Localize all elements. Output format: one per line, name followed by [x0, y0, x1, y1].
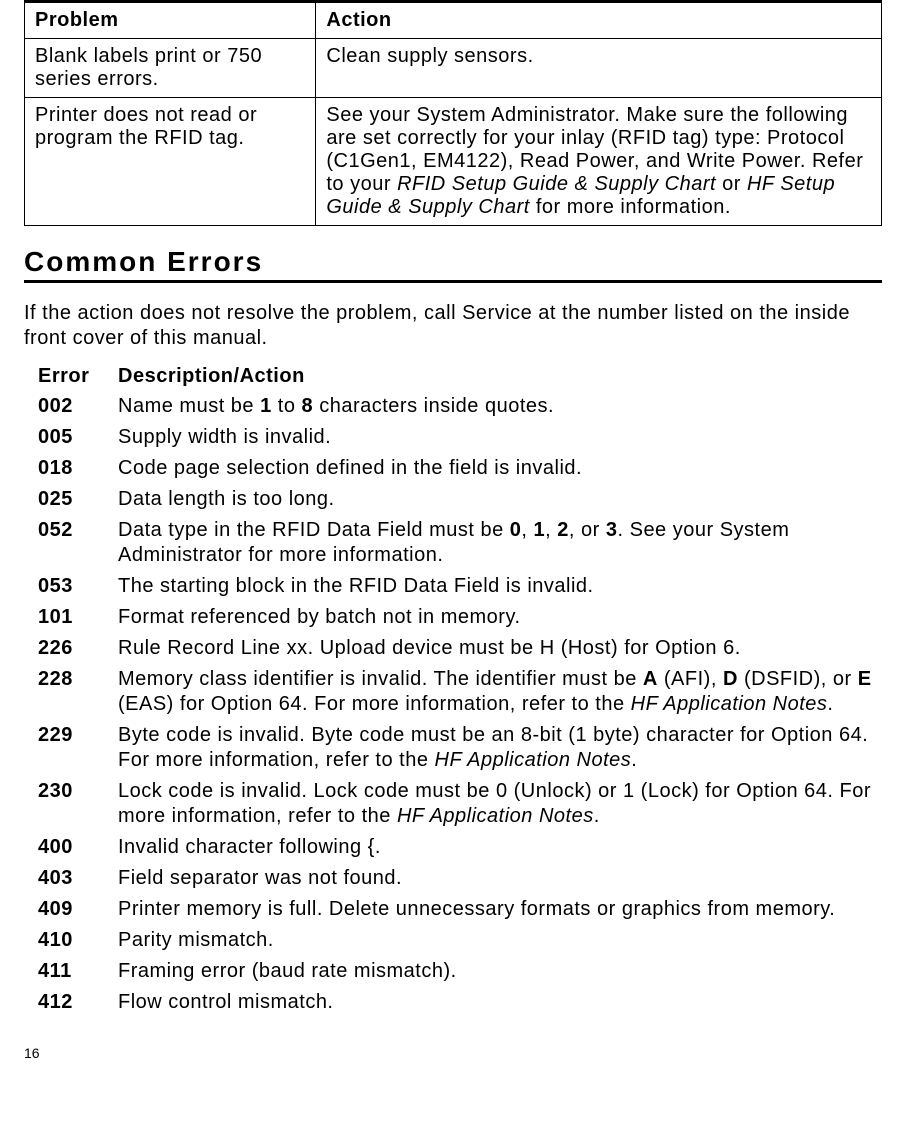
th-action: Action	[316, 2, 882, 39]
error-code: 052	[38, 518, 98, 568]
error-row: 025 Data length is too long.	[38, 487, 882, 512]
error-code: 409	[38, 897, 98, 922]
text-bold: 1	[534, 519, 546, 541]
error-desc: Data length is too long.	[118, 487, 882, 512]
text: characters inside quotes.	[313, 395, 554, 417]
error-desc: The starting block in the RFID Data Fiel…	[118, 574, 882, 599]
error-row: 101 Format referenced by batch not in me…	[38, 605, 882, 630]
error-desc: Format referenced by batch not in memory…	[118, 605, 882, 630]
error-code: 025	[38, 487, 98, 512]
text: ,	[521, 519, 533, 541]
error-row: 228 Memory class identifier is invalid. …	[38, 667, 882, 717]
error-desc: Framing error (baud rate mismatch).	[118, 959, 882, 984]
error-row: 005 Supply width is invalid.	[38, 425, 882, 450]
error-desc: Field separator was not found.	[118, 866, 882, 891]
error-code: 400	[38, 835, 98, 860]
error-row: 411 Framing error (baud rate mismatch).	[38, 959, 882, 984]
error-code: 228	[38, 667, 98, 717]
table-row: Blank labels print or 750 series errors.…	[25, 39, 882, 98]
error-list-header: Error Description/Action	[38, 365, 882, 388]
text: .	[594, 805, 600, 827]
cell-problem: Blank labels print or 750 series errors.	[25, 39, 316, 98]
error-row: 409 Printer memory is full. Delete unnec…	[38, 897, 882, 922]
text: to	[272, 395, 302, 417]
text: .	[631, 749, 637, 771]
error-desc: Code page selection defined in the field…	[118, 456, 882, 481]
cell-action: Clean supply sensors.	[316, 39, 882, 98]
text-bold: E	[858, 668, 872, 690]
error-row: 410 Parity mismatch.	[38, 928, 882, 953]
text: .	[827, 693, 833, 715]
text-italic: HF Application Notes	[435, 749, 632, 771]
error-row: 403 Field separator was not found.	[38, 866, 882, 891]
error-code: 018	[38, 456, 98, 481]
error-desc: Rule Record Line xx. Upload device must …	[118, 636, 882, 661]
table-row: Printer does not read or program the RFI…	[25, 98, 882, 226]
error-code: 411	[38, 959, 98, 984]
error-desc: Memory class identifier is invalid. The …	[118, 667, 882, 717]
text: (EAS) for Option 64. For more informatio…	[118, 693, 631, 715]
error-desc: Printer memory is full. Delete unnecessa…	[118, 897, 882, 922]
text-bold: 2	[557, 519, 569, 541]
error-code: 226	[38, 636, 98, 661]
text: or	[716, 173, 747, 195]
section-heading: Common Errors	[24, 246, 882, 283]
cell-problem: Printer does not read or program the RFI…	[25, 98, 316, 226]
error-code: 002	[38, 394, 98, 419]
text: for more information.	[530, 196, 731, 218]
error-row: 230 Lock code is invalid. Lock code must…	[38, 779, 882, 829]
text-bold: A	[643, 668, 658, 690]
error-code: 230	[38, 779, 98, 829]
error-list: Error Description/Action 002 Name must b…	[24, 365, 882, 1015]
error-desc: Parity mismatch.	[118, 928, 882, 953]
error-code: 005	[38, 425, 98, 450]
th-problem: Problem	[25, 2, 316, 39]
error-row: 400 Invalid character following {.	[38, 835, 882, 860]
text-bold: 3	[606, 519, 618, 541]
error-desc: Name must be 1 to 8 characters inside qu…	[118, 394, 882, 419]
error-desc: Supply width is invalid.	[118, 425, 882, 450]
error-code: 410	[38, 928, 98, 953]
header-error: Error	[38, 365, 98, 388]
error-code: 412	[38, 990, 98, 1015]
text: (DSFID), or	[738, 668, 858, 690]
error-desc: Lock code is invalid. Lock code must be …	[118, 779, 882, 829]
text-italic: RFID Setup Guide & Supply Chart	[397, 173, 716, 195]
page-number: 16	[24, 1045, 882, 1061]
error-row: 052 Data type in the RFID Data Field mus…	[38, 518, 882, 568]
error-desc: Byte code is invalid. Byte code must be …	[118, 723, 882, 773]
text: Name must be	[118, 395, 260, 417]
error-row: 018 Code page selection defined in the f…	[38, 456, 882, 481]
text-bold: 8	[302, 395, 314, 417]
intro-text: If the action does not resolve the probl…	[24, 301, 882, 351]
error-code: 053	[38, 574, 98, 599]
text: Data type in the RFID Data Field must be	[118, 519, 510, 541]
troubleshoot-table: Problem Action Blank labels print or 750…	[24, 0, 882, 226]
error-row: 053 The starting block in the RFID Data …	[38, 574, 882, 599]
text: Memory class identifier is invalid. The …	[118, 668, 643, 690]
error-desc: Flow control mismatch.	[118, 990, 882, 1015]
text-bold: 1	[260, 395, 272, 417]
error-code: 101	[38, 605, 98, 630]
header-desc: Description/Action	[118, 365, 882, 388]
text-bold: 0	[510, 519, 522, 541]
error-row: 229 Byte code is invalid. Byte code must…	[38, 723, 882, 773]
text-italic: HF Application Notes	[397, 805, 594, 827]
text-italic: HF Application Notes	[631, 693, 828, 715]
error-code: 229	[38, 723, 98, 773]
error-desc: Invalid character following {.	[118, 835, 882, 860]
text: ,	[545, 519, 557, 541]
error-row: 002 Name must be 1 to 8 characters insid…	[38, 394, 882, 419]
error-desc: Data type in the RFID Data Field must be…	[118, 518, 882, 568]
text: (AFI),	[658, 668, 723, 690]
error-row: 412 Flow control mismatch.	[38, 990, 882, 1015]
error-row: 226 Rule Record Line xx. Upload device m…	[38, 636, 882, 661]
text: , or	[569, 519, 606, 541]
cell-action: See your System Administrator. Make sure…	[316, 98, 882, 226]
text-bold: D	[723, 668, 738, 690]
error-code: 403	[38, 866, 98, 891]
